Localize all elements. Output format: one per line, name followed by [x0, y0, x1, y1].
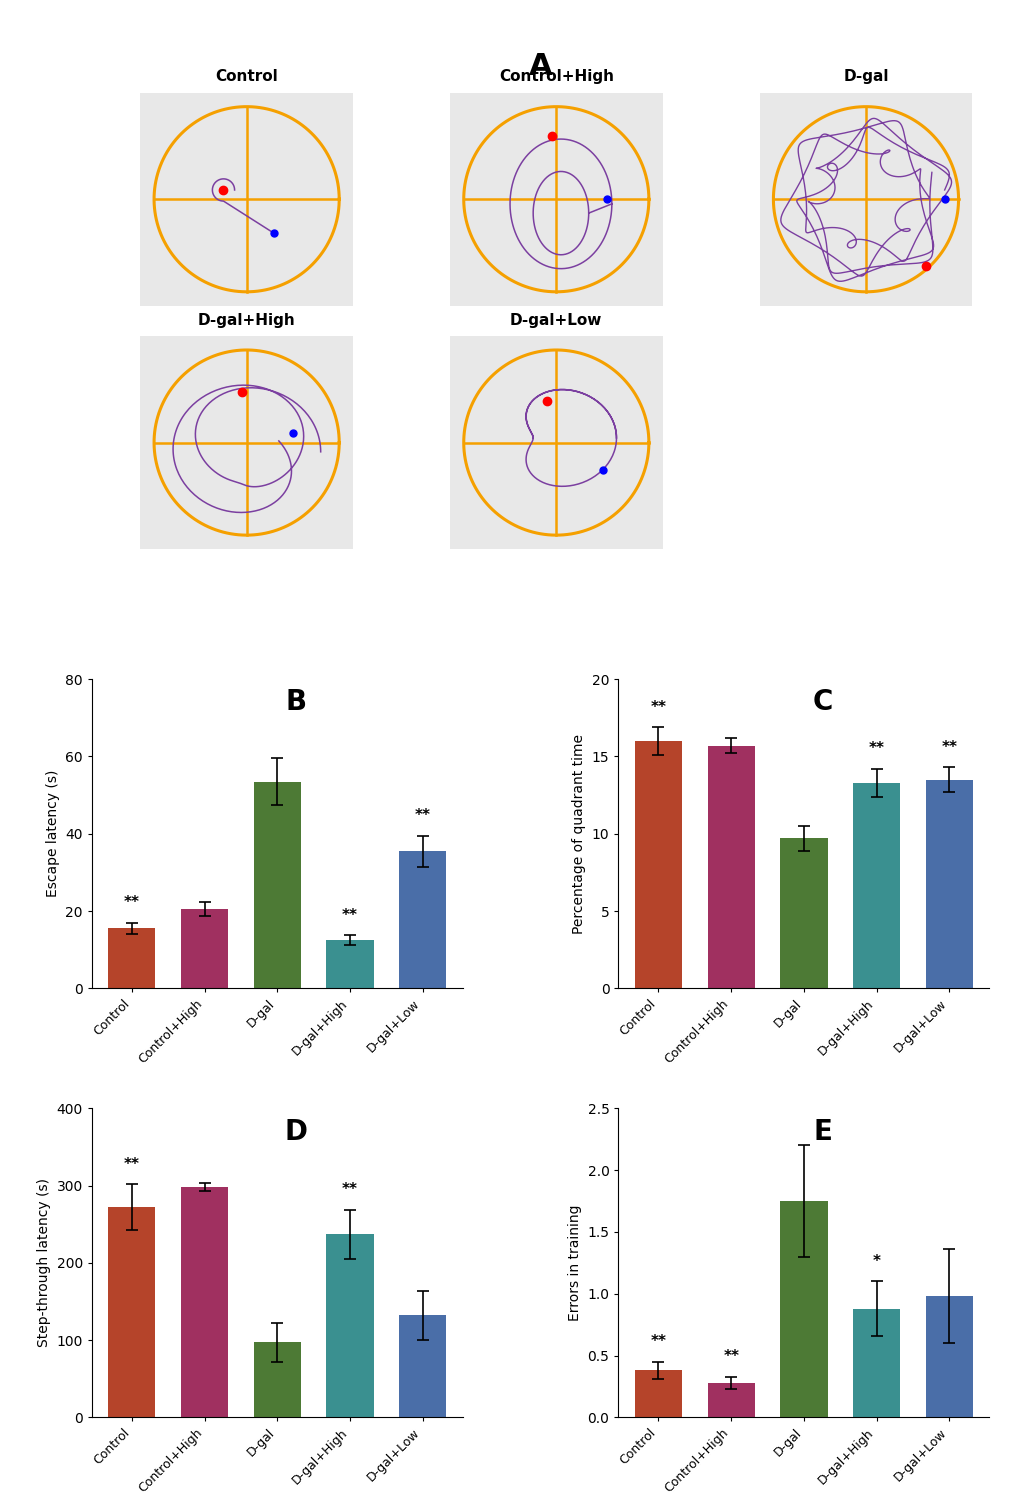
- Bar: [326, 1234, 373, 1417]
- Bar: [634, 1371, 682, 1417]
- Text: **: **: [722, 1349, 739, 1364]
- Bar: [780, 839, 826, 988]
- Bar: [108, 928, 155, 988]
- Text: Control: Control: [215, 69, 278, 84]
- Text: D-gal+High: D-gal+High: [198, 313, 296, 328]
- Text: **: **: [341, 909, 358, 924]
- Text: Control+High: Control+High: [498, 69, 613, 84]
- Y-axis label: Step-through latency (s): Step-through latency (s): [37, 1179, 51, 1347]
- Text: **: **: [941, 740, 957, 755]
- Bar: [254, 1343, 301, 1417]
- Bar: [398, 850, 446, 988]
- Text: E: E: [812, 1118, 832, 1146]
- Text: D-gal+Low: D-gal+Low: [510, 313, 602, 328]
- Bar: [780, 1201, 826, 1417]
- Bar: [108, 1207, 155, 1417]
- Y-axis label: Errors in training: Errors in training: [568, 1204, 581, 1320]
- Bar: [326, 940, 373, 988]
- Text: **: **: [868, 742, 883, 756]
- Bar: [925, 1297, 972, 1417]
- Text: **: **: [123, 1156, 140, 1171]
- Text: **: **: [650, 1334, 665, 1349]
- Bar: [707, 1383, 754, 1417]
- Text: A: A: [528, 52, 552, 81]
- Text: D-gal: D-gal: [843, 69, 888, 84]
- Bar: [254, 782, 301, 988]
- Bar: [634, 742, 682, 988]
- Y-axis label: Percentage of quadrant time: Percentage of quadrant time: [572, 734, 586, 934]
- Text: **: **: [415, 809, 430, 824]
- Text: **: **: [123, 895, 140, 910]
- Y-axis label: Escape latency (s): Escape latency (s): [46, 770, 59, 897]
- Bar: [925, 780, 972, 988]
- Text: D: D: [284, 1118, 307, 1146]
- Bar: [180, 1188, 228, 1417]
- Text: **: **: [341, 1182, 358, 1197]
- Text: *: *: [872, 1255, 879, 1270]
- Bar: [852, 783, 900, 988]
- Bar: [180, 909, 228, 988]
- Text: C: C: [811, 688, 832, 716]
- Text: **: **: [650, 700, 665, 715]
- Text: B: B: [285, 688, 306, 716]
- Bar: [707, 746, 754, 988]
- Bar: [398, 1316, 446, 1417]
- Bar: [852, 1308, 900, 1417]
